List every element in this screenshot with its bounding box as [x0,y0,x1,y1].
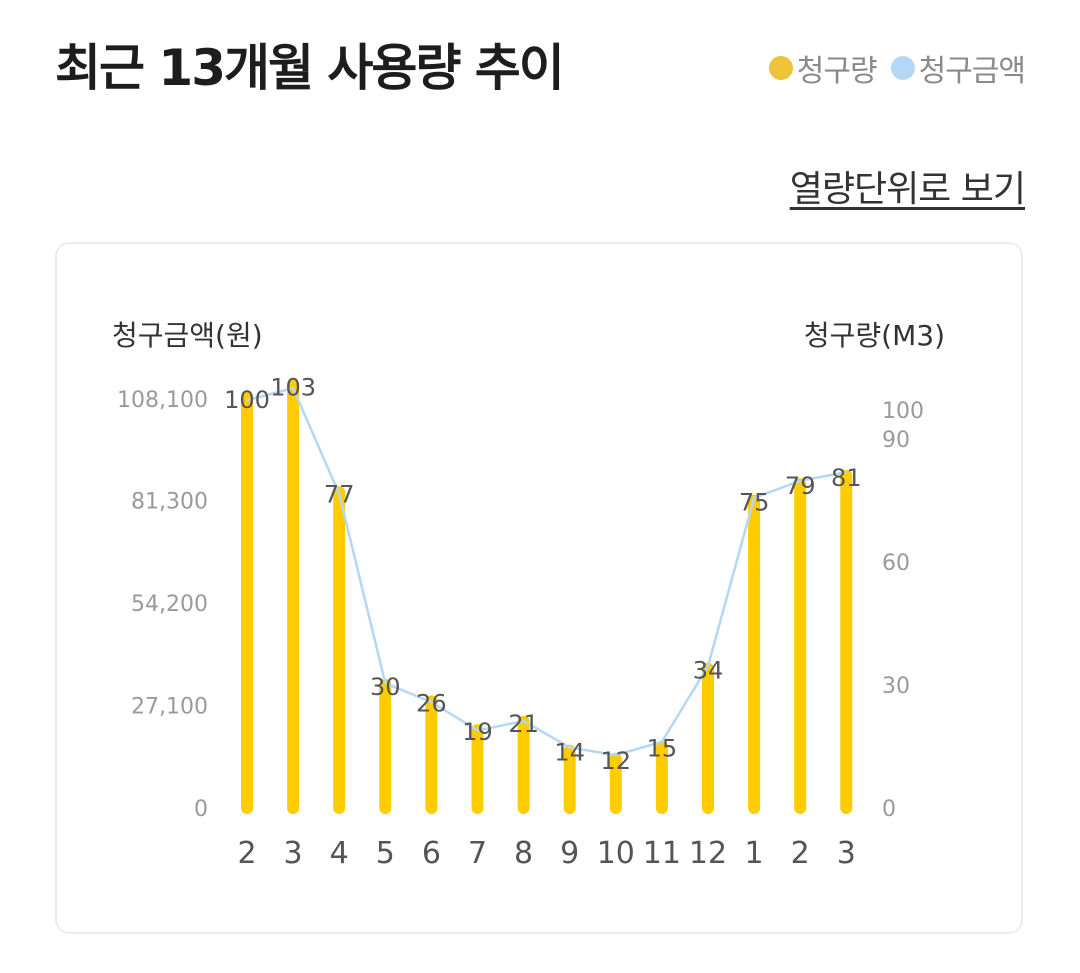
month-tick-label: 8 [514,836,533,871]
left-axis-tick-label: 0 [194,797,208,822]
legend-item-usage: 청구량 [768,46,878,90]
left-axis-tick-label: 27,100 [131,695,208,720]
month-tick-label: 12 [689,836,727,871]
chart-legend: 청구량 청구금액 [755,46,1026,90]
left-axis-title: 청구금액(원) [112,319,263,352]
left-axis-tick-label: 81,300 [131,490,208,515]
legend-item-amount: 청구금액 [890,46,1026,90]
month-tick-label: 2 [237,836,256,871]
right-axis-tick-label: 60 [882,551,910,576]
legend-amount-label: 청구금액 [918,54,1026,89]
month-tick-label: 6 [422,836,441,871]
usage-data-label: 77 [324,480,355,508]
amount-series-line [246,386,847,757]
right-axis-title: 청구량(M3) [804,319,945,352]
usage-data-label: 100 [224,386,270,414]
usage-data-label: 30 [370,673,401,701]
month-tick-label: 10 [597,836,635,871]
usage-data-label: 21 [508,710,539,738]
month-tick-label: 9 [560,836,579,871]
month-tick-label: 2 [791,836,810,871]
view-by-calorie-link[interactable]: 열량단위로 보기 [789,169,1026,210]
legend-usage-dot-icon [768,56,793,80]
month-tick-label: 11 [643,836,681,871]
usage-data-label: 34 [693,657,724,685]
usage-data-label: 79 [785,472,816,500]
left-axis-tick-label: 108,100 [117,388,208,413]
left-axis-tick-label: 54,200 [131,592,208,617]
right-axis-tick-label: 30 [882,674,910,699]
usage-data-label: 81 [831,464,862,492]
usage-data-label: 19 [462,718,493,746]
month-tick-label: 4 [330,836,349,871]
legend-amount-dot-icon [890,56,915,80]
legend-usage-label: 청구량 [796,54,878,89]
page-title: 최근 13개월 사용량 추이 [55,39,565,97]
month-tick-label: 3 [284,836,303,871]
usage-data-label: 15 [647,735,678,763]
usage-data-label: 12 [601,747,632,775]
right-axis-tick-label: 100 [882,399,924,424]
right-axis-tick-label: 0 [882,797,896,822]
usage-data-label: 26 [416,689,447,717]
usage-data-label: 14 [554,739,585,767]
month-tick-label: 5 [376,836,395,871]
month-tick-label: 1 [745,836,764,871]
month-tick-label: 3 [837,836,856,871]
chart-card [55,242,1023,934]
usage-data-label: 75 [739,489,770,517]
month-tick-label: 7 [468,836,487,871]
usage-data-label: 103 [270,374,316,402]
right-axis-tick-label: 90 [882,428,910,453]
